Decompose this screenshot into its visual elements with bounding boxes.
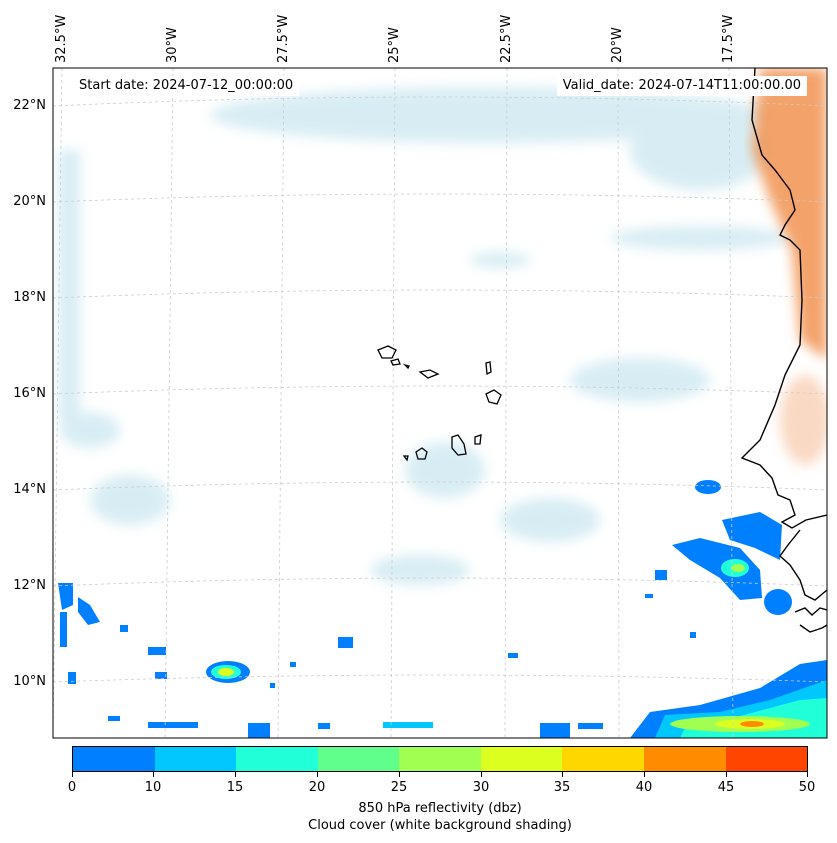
- graticule: [53, 68, 827, 738]
- colorbar-tick-label: 30: [472, 780, 490, 795]
- colorbar-tick-label: 15: [226, 780, 244, 795]
- colorbar-tick-label: 35: [553, 780, 571, 795]
- colorbar-swatch: [562, 747, 644, 771]
- colorbar-sublabel: Cloud cover (white background shading): [308, 818, 572, 833]
- lat-label: 14°N: [13, 482, 46, 497]
- island-santo-antao: [377, 345, 397, 359]
- cape-verde-islands: [377, 345, 502, 462]
- island-fogo: [415, 447, 428, 460]
- colorbar-swatch: [399, 747, 481, 771]
- island-sao-vicente: [390, 358, 401, 366]
- colorbar-swatch: [480, 747, 563, 771]
- lon-label: 32.5°W: [54, 14, 69, 63]
- lat-label: 10°N: [13, 674, 46, 689]
- lat-label: 12°N: [13, 578, 46, 593]
- island-santiago: [451, 434, 467, 456]
- dust-shading: [752, 68, 827, 465]
- colorbar-tick-label: 10: [144, 780, 162, 795]
- colorbar-swatch: [236, 747, 318, 771]
- colorbar-tick-label: 20: [308, 780, 326, 795]
- colorbar-swatch: [73, 747, 155, 771]
- colorbar-label: 850 hPa reflectivity (dbz): [358, 801, 522, 816]
- island-boa-vista: [485, 389, 502, 405]
- colorbar-swatch: [154, 747, 237, 771]
- lat-label: 16°N: [13, 386, 46, 401]
- valid-date-label: Valid_date: 2024-07-14T11:00:00.00: [556, 76, 807, 96]
- colorbar-swatch: [643, 747, 726, 771]
- colorbar: [72, 746, 808, 772]
- colorbar-tick-label: 25: [390, 780, 408, 795]
- reflectivity-shading: [58, 480, 827, 738]
- start-date-label: Start date: 2024-07-12_00:00:00: [73, 76, 300, 96]
- lon-label: 30°W: [165, 27, 180, 63]
- lon-label: 25°W: [387, 27, 402, 63]
- island-santa-luzia: [402, 363, 410, 370]
- cloud-cover-shading: [58, 87, 790, 585]
- lon-label: 20°W: [610, 27, 625, 63]
- island-sao-nicolau: [418, 369, 440, 379]
- colorbar-tick-label: 45: [717, 780, 735, 795]
- colorbar-swatch: [317, 747, 400, 771]
- map-frame: [52, 67, 828, 739]
- lon-label: 27.5°W: [276, 14, 291, 63]
- island-maio: [474, 434, 482, 445]
- colorbar-swatch: [725, 747, 808, 771]
- lon-label: 22.5°W: [499, 14, 514, 63]
- lat-label: 20°N: [13, 194, 46, 209]
- lat-label: 22°N: [13, 98, 46, 113]
- africa-coastline: [740, 68, 827, 633]
- colorbar-tick-label: 0: [67, 780, 77, 795]
- lon-label: 17.5°W: [721, 14, 736, 63]
- lat-label: 18°N: [13, 290, 46, 305]
- colorbar-tick-label: 40: [635, 780, 653, 795]
- island-sal: [485, 361, 492, 376]
- island-brava: [402, 455, 409, 462]
- colorbar-tick-label: 50: [798, 780, 816, 795]
